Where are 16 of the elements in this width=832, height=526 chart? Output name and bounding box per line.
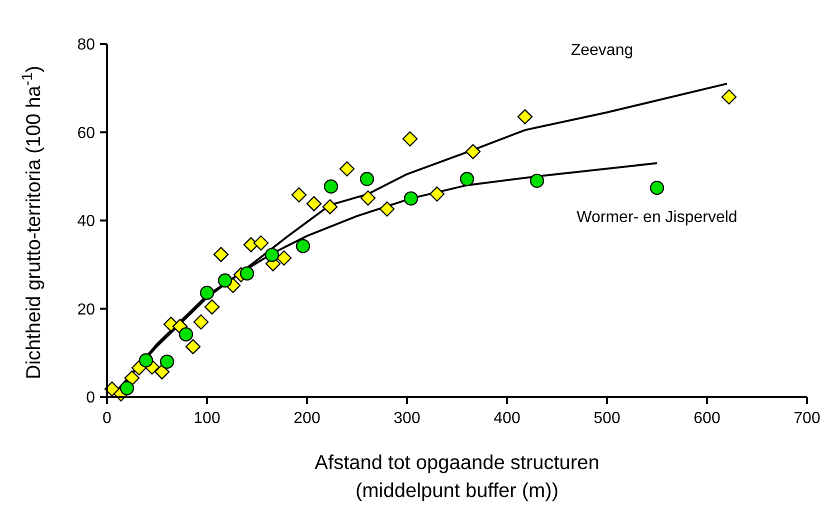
y-tick-label: 20 <box>77 301 96 318</box>
x-tick-label: 200 <box>294 410 320 427</box>
x-tick-label: 300 <box>394 410 420 427</box>
x-tick-label: 100 <box>194 410 220 427</box>
x-tick-label: 0 <box>102 410 112 427</box>
y-tick-label: 80 <box>77 36 96 54</box>
y-tick-label: 40 <box>77 213 96 230</box>
x-tick-label: 700 <box>794 410 820 427</box>
x-tick-label: 600 <box>694 410 720 427</box>
x-tick-label: 400 <box>494 410 520 427</box>
x-axis-title: Afstand tot opgaande structuren (middelpunt buffer (m)) <box>314 452 600 502</box>
y-tick-label: 60 <box>77 124 96 142</box>
x-tick-label: 500 <box>594 410 620 427</box>
text: Wormer- en Jisperveld <box>576 209 738 226</box>
y-tick-label: 0 <box>86 390 96 407</box>
text: Zeevang <box>570 42 634 59</box>
